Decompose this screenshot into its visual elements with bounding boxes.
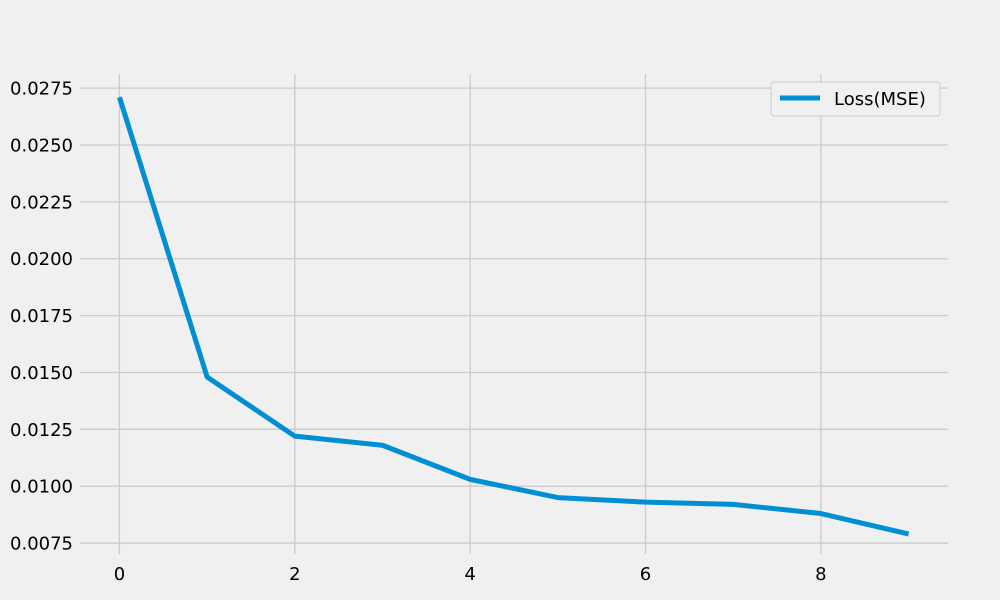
y-tick-label: 0.0200 xyxy=(10,249,73,270)
legend: Loss(MSE) xyxy=(770,81,941,117)
y-tick-label: 0.0275 xyxy=(10,79,73,100)
x-tick-label: 4 xyxy=(464,564,475,585)
series-line-loss-mse xyxy=(117,96,910,537)
grid-layer xyxy=(80,74,948,554)
legend-label: Loss(MSE) xyxy=(834,89,926,110)
series-layer xyxy=(117,96,910,537)
y-tick-label: 0.0150 xyxy=(10,363,73,384)
x-tick-label: 0 xyxy=(114,564,125,585)
tick-label-layer: 0.0075 0.0100 0.0125 0.0150 0.0175 0.0200 0.02… xyxy=(10,79,827,585)
y-tick-label: 0.0125 xyxy=(10,420,73,441)
x-tick-label: 6 xyxy=(640,564,651,585)
legend-box xyxy=(770,81,941,117)
y-tick-label: 0.0075 xyxy=(10,534,73,555)
y-tick-label: 0.0175 xyxy=(10,306,73,327)
x-tick-label: 2 xyxy=(289,564,300,585)
y-tick-label: 0.0100 xyxy=(10,477,73,498)
y-tick-label: 0.0225 xyxy=(10,192,73,213)
y-tick-label: 0.0250 xyxy=(10,135,73,156)
x-tick-label: 8 xyxy=(815,564,826,585)
